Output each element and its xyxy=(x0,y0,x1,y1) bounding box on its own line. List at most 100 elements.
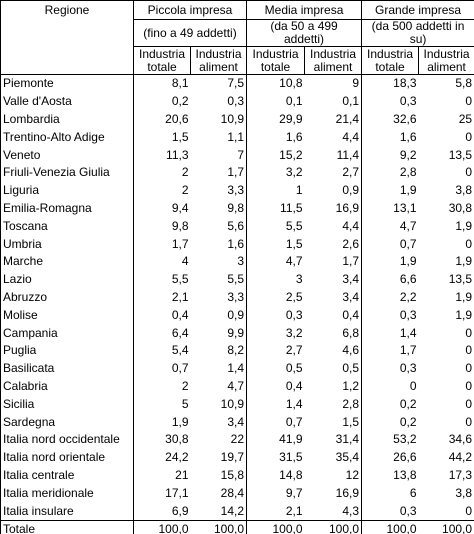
value-cell: 2,7 xyxy=(246,341,305,360)
table-row: Piemonte 8,1 7,5 10,8 9 18,3 5,8 xyxy=(1,74,474,93)
value-cell: 0 xyxy=(465,378,473,393)
value-cell: 13,5 xyxy=(448,272,473,287)
value-cell: 2,2 xyxy=(361,288,419,307)
value-cell: 30,8 xyxy=(133,430,191,449)
value-cell: 3,8 xyxy=(455,183,473,198)
value-cell: 5,6 xyxy=(227,218,245,233)
table-header: Regione Piccola impresa Media impresa Grand… xyxy=(0,0,474,75)
table-row: Trentino-Alto Adige 1,5 1,1 1,6 4,4 1,6 0 xyxy=(1,128,474,147)
group-subtitle: (da 50 a 499 addetti) xyxy=(246,19,362,47)
value-cell: 6,6 xyxy=(361,270,419,289)
region-name: Italia meridionale xyxy=(3,485,94,500)
value-cell: 14,2 xyxy=(220,503,245,518)
value-cell: 2 xyxy=(133,181,191,200)
table-row: Puglia 5,4 8,2 2,7 4,6 1,7 0 xyxy=(1,341,474,360)
value-cell: 0,3 xyxy=(361,306,419,325)
value-cell: 2,8 xyxy=(361,163,419,182)
value-cell: 13,5 xyxy=(448,147,473,162)
table-row: Lombardia 20,6 10,9 29,9 21,4 32,6 25 xyxy=(1,110,474,129)
region-name: Trentino-Alto Adige xyxy=(3,129,105,144)
value-cell: 10,9 xyxy=(220,396,245,411)
value-cell: 15,2 xyxy=(246,146,305,164)
value-cell: 0,1 xyxy=(342,94,360,109)
value-cell: 15,8 xyxy=(220,467,245,482)
table-row: Campania 6,4 9,9 3,2 6,8 1,4 0 xyxy=(1,324,474,342)
region-name: Totale xyxy=(0,519,134,534)
value-cell: 9,8 xyxy=(133,217,191,236)
value-cell: 4,3 xyxy=(342,503,360,518)
value-cell: 1,9 xyxy=(133,413,191,431)
value-cell: 0,3 xyxy=(246,306,305,325)
value-cell: 2,1 xyxy=(246,502,305,521)
table-row: Lazio 5,5 5,5 3 3,4 6,6 13,5 xyxy=(1,270,474,289)
value-cell: 3,4 xyxy=(227,414,245,429)
table-row: Italia nord orientale 24,2 19,7 31,5 35,4 26,… xyxy=(1,448,474,467)
value-cell: 8,2 xyxy=(227,343,245,358)
value-cell: 0,2 xyxy=(361,395,419,414)
value-cell: 3,3 xyxy=(227,183,245,198)
column-header: Industria aliment xyxy=(304,46,362,75)
table-row: Calabria 2 4,7 0,4 1,2 0 0 xyxy=(1,377,474,396)
value-cell: 41,9 xyxy=(246,430,305,449)
value-cell: 0,5 xyxy=(246,359,305,378)
header-row: Regione Piccola impresa Media impresa Grand… xyxy=(0,0,474,75)
value-cell: 17,1 xyxy=(133,484,191,503)
value-cell: 1,4 xyxy=(246,395,305,414)
value-cell: 1,6 xyxy=(361,128,419,147)
value-cell: 1,5 xyxy=(133,128,191,147)
value-cell: 3,4 xyxy=(342,272,360,287)
value-cell: 0,2 xyxy=(133,92,191,111)
value-cell: 1,9 xyxy=(455,218,473,233)
value-cell: 1,6 xyxy=(227,236,245,251)
value-cell: 11,3 xyxy=(133,146,191,164)
value-cell: 0,9 xyxy=(342,183,360,198)
value-cell: 0,3 xyxy=(361,502,419,521)
value-cell: 1,9 xyxy=(455,307,473,322)
value-cell: 0 xyxy=(361,377,419,396)
table-row: Italia meridionale 17,1 28,4 9,7 16,9 6 3,8 xyxy=(1,484,474,503)
region-name: Italia nord orientale xyxy=(3,450,106,465)
group-subtitle: (da 500 addetti in su) xyxy=(361,19,474,47)
value-cell: 8,1 xyxy=(133,74,191,93)
value-cell: 3 xyxy=(237,254,245,269)
table-row: Sicilia 5 10,9 1,4 2,8 0,2 0 xyxy=(1,395,474,414)
region-name: Marche xyxy=(3,254,44,269)
group-title: Piccola impresa xyxy=(132,0,247,20)
value-cell: 0 xyxy=(465,414,473,429)
region-name: Friuli-Venezia Giulia xyxy=(3,165,110,180)
value-cell: 2,5 xyxy=(246,288,305,307)
value-cell: 53,2 xyxy=(361,430,419,449)
group-subtitle: (fino a 49 addetti) xyxy=(132,19,247,47)
value-cell: 1,2 xyxy=(342,378,360,393)
value-cell: 16,9 xyxy=(335,200,360,215)
region-name: Italia insulare xyxy=(3,503,74,518)
value-cell: 26,6 xyxy=(361,448,419,467)
value-cell: 6,9 xyxy=(133,502,191,521)
value-cell: 1,5 xyxy=(246,235,305,253)
value-cell: 3,4 xyxy=(342,289,360,304)
value-cell: 2,7 xyxy=(342,165,360,180)
region-name: Molise xyxy=(3,307,38,322)
value-cell: 31,4 xyxy=(335,432,360,447)
value-cell: 34,6 xyxy=(448,432,473,447)
value-cell: 29,9 xyxy=(246,110,305,129)
value-cell: 100,0 xyxy=(304,519,362,534)
table-row: Umbria 1,7 1,6 1,5 2,6 0,7 0 xyxy=(1,235,474,253)
value-cell: 100,0 xyxy=(133,519,191,534)
value-cell: 3,2 xyxy=(246,163,305,182)
value-cell: 44,2 xyxy=(448,450,473,465)
region-name: Abruzzo xyxy=(3,289,48,304)
value-cell: 9 xyxy=(352,76,360,91)
value-cell: 0,7 xyxy=(361,235,419,253)
value-cell: 0,4 xyxy=(133,306,191,325)
table-row: Sardegna 1,9 3,4 0,7 1,5 0,2 0 xyxy=(1,413,474,431)
value-cell: 14,8 xyxy=(246,466,305,485)
value-cell: 21,4 xyxy=(335,111,360,126)
region-name: Puglia xyxy=(3,343,37,358)
value-cell: 18,3 xyxy=(361,74,419,93)
value-cell: 6,8 xyxy=(342,325,360,340)
value-cell: 22 xyxy=(230,432,245,447)
value-cell: 1,4 xyxy=(227,361,245,376)
region-name: Veneto xyxy=(3,147,41,162)
value-cell: 0 xyxy=(465,236,473,251)
